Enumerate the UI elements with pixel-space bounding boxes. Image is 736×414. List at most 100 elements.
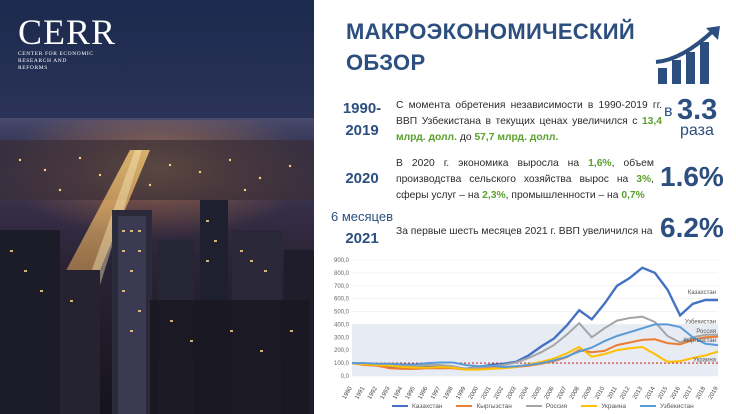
row-1990-text-b: до xyxy=(456,132,475,143)
y-tick-label: 500,0 xyxy=(334,310,350,316)
period-6m-line1: 6 месяцев xyxy=(331,209,393,224)
page-title: МАКРОЭКОНОМИЧЕСКИЙ ОБЗОР xyxy=(346,16,635,78)
period-6months-2021: 6 месяцев 2021 xyxy=(326,206,398,250)
period-1990-line2: 2019 xyxy=(345,122,379,139)
x-tick-label: 2004 xyxy=(519,385,531,400)
x-tick-label: 2000 xyxy=(468,385,480,400)
x-tick-label: 1993 xyxy=(380,385,392,400)
period-6m-line2: 2021 xyxy=(345,230,379,247)
legend-label: Кыргызстан xyxy=(476,402,512,410)
x-tick-label: 2013 xyxy=(632,385,644,400)
period-1990-line1: 1990- xyxy=(342,100,382,117)
series-end-annotation: Узбекистан xyxy=(685,319,716,325)
row-2020-hl-3: 2,3% xyxy=(482,190,506,201)
x-tick-label: 2011 xyxy=(607,385,619,400)
row-2020-text: В 2020 г. экономика выросла на 1,6%, объ… xyxy=(396,156,654,204)
y-tick-label: 900,0 xyxy=(334,258,350,264)
legend-item: Россия xyxy=(525,402,568,410)
y-tick-label: 0,0 xyxy=(341,374,350,380)
y-tick-label: 200,0 xyxy=(334,348,350,354)
row-1990-value-suffix: раза xyxy=(680,122,714,139)
page-title-line1: МАКРОЭКОНОМИЧЕСКИЙ xyxy=(346,19,635,44)
row-1990-hl-2: 57,7 млрд. долл. xyxy=(474,132,559,143)
row-2021-value: 6.2% xyxy=(660,212,724,243)
row-2020-hl-2: 3% xyxy=(636,174,652,185)
gdp-index-line-chart: 0,0 100,0 200,0 300,0 400,0 500,0 600,0 700,0 80… xyxy=(334,258,720,401)
y-tick-label: 100,0 xyxy=(334,361,350,367)
y-tick-label: 400,0 xyxy=(334,322,350,328)
x-tick-label: 1995 xyxy=(405,385,417,400)
logo-mark: CERR xyxy=(18,12,117,52)
y-tick-label: 300,0 xyxy=(334,335,350,341)
legend-item: Узбекистан xyxy=(639,402,694,410)
x-tick-label: 2006 xyxy=(544,385,556,400)
row-2021-text: За первые шесть месяцев 2021 г. ВВП увел… xyxy=(396,226,653,237)
legend-label: Казахстан xyxy=(412,402,443,410)
x-tick-label: 1999 xyxy=(455,385,467,400)
x-tick-label: 2005 xyxy=(531,385,543,400)
cerr-logo: CERR Center for Economic Research and Re… xyxy=(18,14,116,72)
row-2020-text-b: , объем производства сельского хозяйства… xyxy=(396,158,654,185)
row-2020-text-c: , сферы услуг – на xyxy=(396,174,654,201)
y-tick-label: 800,0 xyxy=(334,271,350,277)
row-1990-value-prefix: в xyxy=(664,103,673,120)
legend-item: Кыргызстан xyxy=(456,402,512,410)
legend-label: Россия xyxy=(545,402,568,410)
x-tick-label: 2010 xyxy=(594,385,606,400)
x-tick-label: 1992 xyxy=(367,385,379,400)
row-2020-hl-4: 0,7% xyxy=(621,190,645,201)
x-tick-label: 2003 xyxy=(506,385,518,400)
page-title-line2: ОБЗОР xyxy=(346,50,426,75)
series-end-annotation: Казахстан xyxy=(688,290,716,296)
x-tick-label: 2014 xyxy=(645,385,657,400)
legend-item: Украина xyxy=(581,403,626,410)
legend-label: Узбекистан xyxy=(659,402,694,410)
x-tick-label: 2008 xyxy=(569,385,581,400)
x-tick-label: 2001 xyxy=(481,385,493,400)
x-tick-label: 1997 xyxy=(430,385,442,400)
row-1990-hl-1: 13,4 млрд. долл. xyxy=(396,116,662,143)
series-end-annotation: Украина xyxy=(693,358,717,364)
series-end-annotation: Кыргызстан xyxy=(683,338,716,344)
x-tick-label: 1994 xyxy=(392,385,404,400)
y-tick-label: 700,0 xyxy=(334,284,350,290)
legend-swatch xyxy=(392,405,408,407)
x-tick-label: 2002 xyxy=(493,385,505,400)
x-tick-label: 2012 xyxy=(620,385,632,400)
period-2020-line1: 2020 xyxy=(345,170,379,187)
row-2020-text-d: , промышленности – на xyxy=(505,190,622,201)
legend-label: Украина xyxy=(601,402,626,410)
rising-bar-chart-arrow-icon xyxy=(655,26,720,84)
x-tick-label: 2016 xyxy=(670,385,682,400)
x-tick-label: 2019 xyxy=(708,385,720,400)
x-tick-label: 2009 xyxy=(582,385,594,400)
row-2020-value: 1.6% xyxy=(660,161,724,192)
city-skyline-illustration xyxy=(0,140,314,414)
x-tick-label: 1998 xyxy=(443,385,455,400)
row-2020-hl-1: 1,6% xyxy=(588,158,612,169)
x-tick-label: 2018 xyxy=(695,385,707,400)
legend-swatch xyxy=(525,405,542,407)
x-tick-label: 1991 xyxy=(354,385,366,400)
x-tick-label: 1990 xyxy=(342,385,354,400)
series-line xyxy=(352,323,719,369)
period-2020: 2020 xyxy=(336,168,388,190)
y-tick-label: 600,0 xyxy=(334,297,350,303)
logo-subtitle: Center for Economic Research and Reforms xyxy=(18,51,94,71)
legend-item: Казахстан xyxy=(392,403,442,410)
row-1990-text: С момента обретения независимости в 1990… xyxy=(396,98,662,146)
period-1990-2019: 1990- 2019 xyxy=(336,98,388,142)
x-tick-label: 1996 xyxy=(418,385,430,400)
series-end-annotation: Россия xyxy=(696,329,716,335)
legend-swatch xyxy=(456,405,473,407)
x-tick-label: 2007 xyxy=(556,385,568,400)
row-1990-value: 3.3 xyxy=(677,94,718,126)
row-2020-text-a: В 2020 г. экономика выросла на xyxy=(396,158,589,169)
row-1990-text-a: С момента обретения независимости в 1990… xyxy=(396,100,662,127)
legend-swatch xyxy=(581,405,598,407)
city-night-photo: CERR Center for Economic Research and Re… xyxy=(0,0,314,414)
legend-swatch xyxy=(639,405,656,407)
x-tick-label: 2015 xyxy=(657,385,669,400)
x-tick-label: 2017 xyxy=(683,385,695,400)
chart-legend: Казахстан Кыргызстан Россия Украина Узбекист… xyxy=(392,400,694,412)
